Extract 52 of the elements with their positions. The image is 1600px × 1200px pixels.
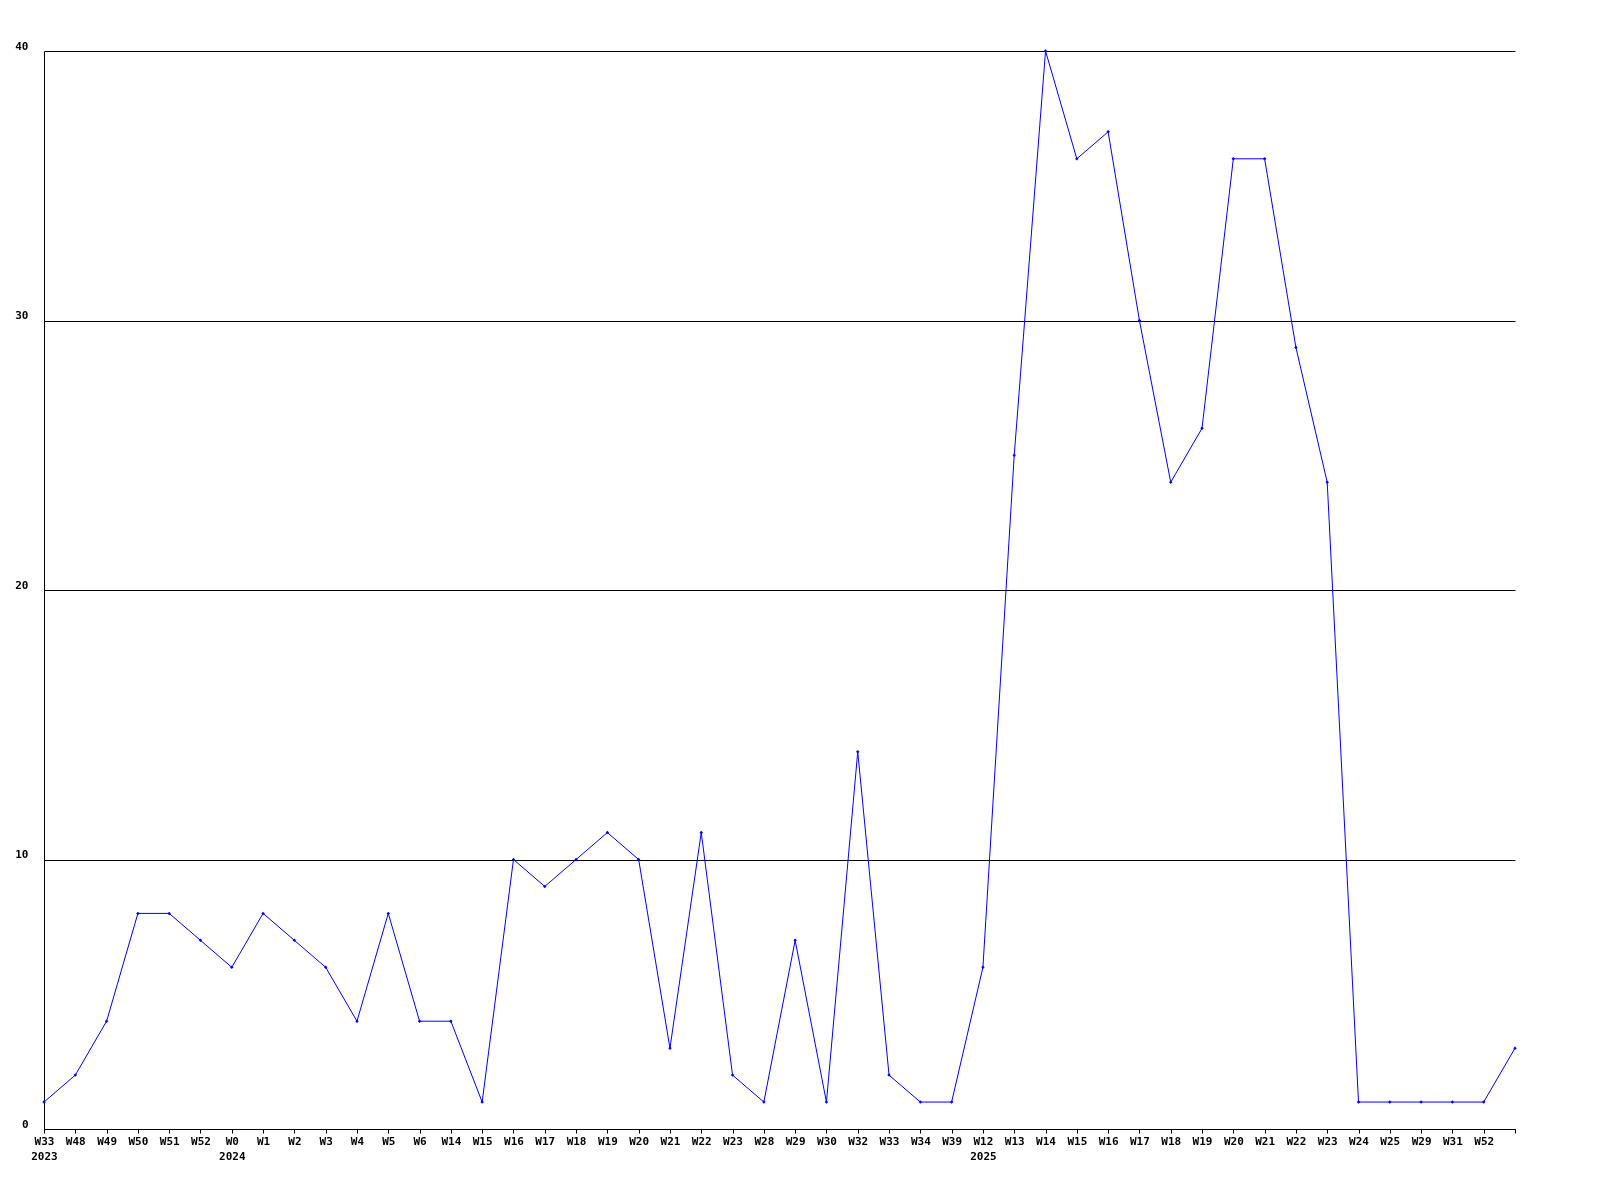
x-tick-label: W33 2023 <box>31 1134 58 1163</box>
x-tick-label: W32 <box>848 1134 869 1148</box>
x-tick-label: W52 <box>1474 1134 1495 1148</box>
x-tick-label: W34 <box>910 1134 932 1148</box>
y-tick-label: 20 <box>15 578 29 592</box>
x-tick-label: W13 <box>1004 1134 1025 1148</box>
x-tick-label: W14 <box>1036 1134 1057 1148</box>
y-tick-label: 0 <box>21 1117 29 1131</box>
x-tick-label: W51 <box>159 1134 180 1148</box>
x-tick-label: W15 <box>472 1134 493 1148</box>
x-tick-label: W19 <box>1192 1134 1213 1148</box>
x-tick-label: W0 2024 <box>219 1134 246 1163</box>
x-tick-label: W18 <box>566 1134 587 1148</box>
x-tick-label: W29 <box>785 1134 806 1148</box>
x-tick-label: W16 <box>1098 1134 1119 1148</box>
x-tick-label: W16 <box>504 1134 525 1148</box>
y-tick-label: 30 <box>15 309 29 322</box>
x-tick-label: W3 <box>319 1134 333 1148</box>
x-tick-label: W39 <box>942 1134 963 1148</box>
x-tick-label: W17 <box>1129 1134 1150 1148</box>
x-tick-label: W50 <box>128 1134 149 1148</box>
x-tick-label: W22 <box>691 1134 712 1148</box>
y-tick-label: 40 <box>15 39 29 53</box>
x-tick-label: W14 <box>441 1134 462 1148</box>
x-tick-label: W20 <box>629 1134 650 1148</box>
x-tick-label: W4 <box>350 1134 365 1148</box>
x-tick-label: W23 <box>723 1134 743 1148</box>
x-tick-label: W29 <box>1411 1134 1432 1148</box>
x-tick-label: W15 <box>1067 1134 1088 1148</box>
x-tick-label: W12 2025 <box>970 1134 997 1163</box>
x-tick-label: W17 <box>535 1134 556 1148</box>
x-tick-label: W5 <box>382 1134 396 1148</box>
x-tick-label: W49 <box>97 1134 118 1148</box>
x-tick-label: W30 <box>817 1134 837 1148</box>
x-tick-label: W52 <box>191 1134 211 1148</box>
x-tick-label: W22 <box>1286 1134 1307 1148</box>
x-tick-label: W48 <box>65 1134 86 1148</box>
x-tick-label: W2 <box>288 1134 302 1148</box>
x-tick-label: W18 <box>1161 1134 1182 1148</box>
x-tick-label: W28 <box>754 1134 775 1148</box>
x-tick-label: W31 <box>1442 1134 1464 1148</box>
x-tick-label: W20 <box>1223 1134 1244 1148</box>
x-tick-label: W23 <box>1317 1134 1338 1148</box>
y-tick-label: 10 <box>15 848 29 861</box>
x-tick-label: W25 <box>1380 1134 1401 1148</box>
x-tick-label: W1 <box>256 1134 271 1148</box>
x-tick-label: W33 <box>879 1134 900 1148</box>
x-tick-label: W19 <box>597 1134 618 1148</box>
x-tick-label: W21 <box>1255 1134 1276 1148</box>
x-tick-label: W21 <box>660 1134 681 1148</box>
x-tick-label: W6 <box>413 1134 428 1148</box>
x-tick-label: W24 <box>1349 1134 1370 1148</box>
